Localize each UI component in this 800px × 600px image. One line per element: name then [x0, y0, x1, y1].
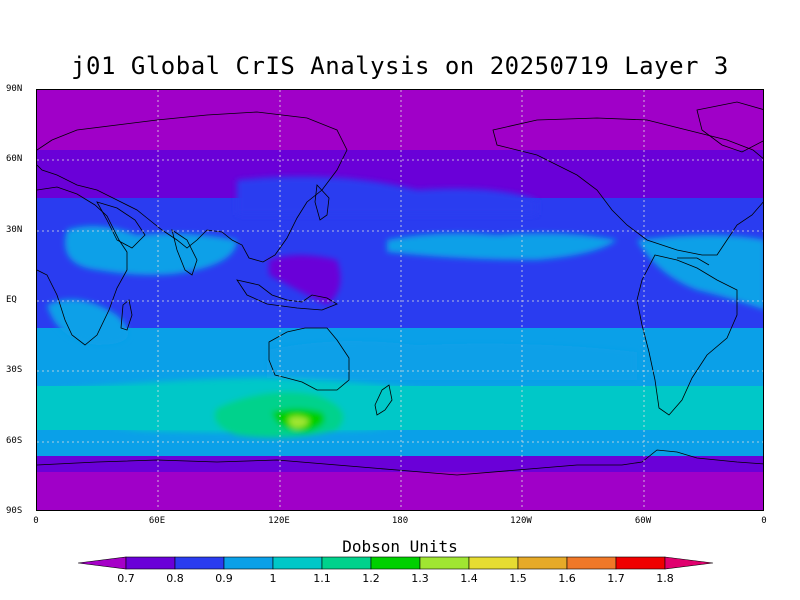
coast-greenland [696, 101, 763, 153]
lon-label-0-end: 0 [761, 516, 767, 526]
blob-pacific-cyan [387, 233, 617, 260]
lon-label-60e: 60E [148, 516, 166, 526]
lon-label-0: 0 [33, 516, 39, 526]
coast-africa [37, 186, 128, 346]
coast-nz [374, 384, 393, 416]
colorbar-swatch [321, 556, 372, 570]
lat-label-eq: EQ [6, 295, 17, 305]
coast-indonesia [236, 279, 338, 311]
colorbar-tick-label: 0.7 [117, 572, 135, 585]
lat-label-90s: 90S [6, 506, 23, 516]
colorbar-swatch [419, 556, 470, 570]
blob-sio-peak [288, 416, 309, 428]
colorbar-tick-label: 1 [269, 572, 277, 585]
coastlines [37, 101, 763, 476]
colorbar-tick-label: 0.8 [166, 572, 184, 585]
colorbar-swatch [125, 556, 176, 570]
band-ant-coast [37, 456, 763, 476]
coast-india [171, 229, 198, 276]
map-title: j01 Global CrIS Analysis on 20250719 Lay… [71, 52, 729, 80]
blob-spac-cyan [267, 341, 637, 380]
colorbar-tick-label: 1.3 [411, 572, 429, 585]
colorbar-tick-label: 1.5 [509, 572, 527, 585]
colorbar-swatch [517, 556, 568, 570]
blob-sio-cyan [47, 299, 129, 345]
colorbar-swatch [174, 556, 225, 570]
colorbar-tick-label: 1.7 [607, 572, 625, 585]
coast-australia [268, 327, 350, 391]
colorbar-arrow-high [664, 556, 714, 570]
band-highlat-south [37, 430, 763, 460]
colorbar [78, 556, 714, 570]
coast-antarctica [37, 449, 763, 476]
ozone-map [36, 89, 764, 511]
band-polar-south [37, 472, 763, 510]
coast-japan [314, 184, 330, 221]
lon-label-120e: 120E [268, 516, 290, 526]
colorbar-swatch [370, 556, 421, 570]
field-blobs [47, 176, 763, 438]
coast-eurasia [37, 111, 348, 263]
coast-samerica [636, 254, 738, 416]
lat-label-60s: 60S [6, 436, 23, 446]
coast-namerica [492, 117, 763, 256]
lat-label-30s: 30S [6, 365, 23, 375]
colorbar-tick-label: 1.8 [656, 572, 674, 585]
colorbar-arrow-low [78, 556, 127, 570]
lon-label-180: 180 [391, 516, 409, 526]
lat-label-60n: 60N [6, 154, 23, 164]
blob-atlantic-cyan [637, 235, 763, 310]
colorbar-tick-label: 1.1 [313, 572, 331, 585]
coast-arabia [96, 201, 146, 249]
colorbar-swatch [566, 556, 617, 570]
gridlines [37, 90, 763, 510]
lat-label-90n: 90N [6, 84, 23, 94]
colorbar-swatch [223, 556, 274, 570]
lat-label-30n: 30N [6, 225, 23, 235]
lon-label-120w: 120W [510, 516, 532, 526]
colorbar-title: Dobson Units [342, 537, 458, 556]
blob-africa-cyan [65, 226, 237, 275]
colorbar-swatch [615, 556, 666, 570]
coast-caribbean [677, 257, 710, 266]
lon-label-60w: 60W [634, 516, 652, 526]
colorbar-swatch [468, 556, 519, 570]
colorbar-tick-label: 1.6 [558, 572, 576, 585]
blob-npac-blue [237, 176, 537, 215]
colorbar-tick-label: 0.9 [215, 572, 233, 585]
colorbar-tick-label: 1.2 [362, 572, 380, 585]
field-bands [37, 90, 763, 510]
colorbar-tick-label: 1.4 [460, 572, 478, 585]
blob-wpac-purple [269, 255, 341, 305]
colorbar-swatch [272, 556, 323, 570]
